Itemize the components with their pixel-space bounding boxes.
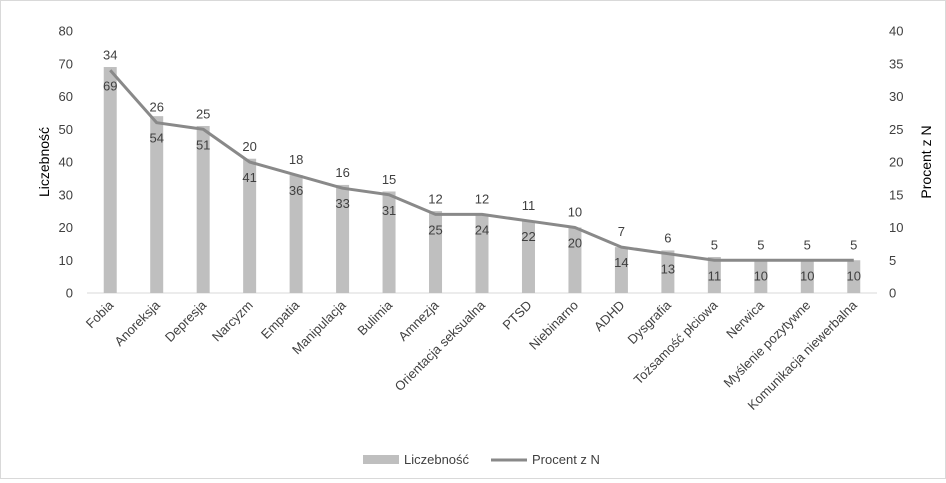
right-tick-label: 40 — [889, 24, 903, 39]
line-data-label: 7 — [618, 224, 625, 239]
line-data-label: 11 — [522, 198, 536, 213]
category-label: PTSD — [499, 298, 534, 333]
bar-data-label: 36 — [289, 183, 303, 198]
category-label: Anoreksja — [111, 297, 163, 349]
line-data-label: 6 — [664, 231, 671, 246]
line-data-label: 26 — [149, 100, 163, 115]
category-label: Bulimia — [354, 297, 395, 338]
right-axis-title: Procent z N — [918, 125, 934, 198]
left-tick-label: 30 — [59, 187, 73, 202]
bar — [196, 125, 210, 293]
bar — [800, 260, 814, 293]
bar — [429, 211, 443, 293]
bar-data-label: 33 — [335, 196, 349, 211]
right-tick-label: 20 — [889, 155, 903, 170]
left-tick-label: 40 — [59, 155, 73, 170]
bar — [336, 184, 350, 293]
line-data-label: 16 — [335, 165, 349, 180]
bar-data-label: 10 — [754, 268, 768, 283]
bar-data-label: 10 — [847, 268, 861, 283]
line-data-label: 34 — [103, 47, 117, 62]
bar-data-label: 13 — [661, 262, 675, 277]
bar-data-label: 24 — [475, 222, 489, 237]
bar-series — [103, 67, 861, 294]
line-data-labels: 34 26 25 20 18 16 15 12 12 11 10 7 6 5 5 5 5 — [103, 47, 857, 252]
bar — [707, 256, 721, 293]
bar-data-label: 22 — [521, 229, 535, 244]
line-data-label: 15 — [382, 172, 396, 187]
bar-data-label: 25 — [428, 222, 442, 237]
bar — [568, 227, 582, 293]
bar — [614, 247, 628, 293]
bar-data-label: 10 — [800, 268, 814, 283]
category-label: ADHD — [591, 298, 628, 335]
left-tick-label: 0 — [66, 286, 73, 301]
line-data-label: 10 — [568, 205, 582, 220]
right-tick-label: 30 — [889, 89, 903, 104]
bar-data-label: 69 — [103, 78, 117, 93]
bar-data-label: 54 — [149, 131, 163, 146]
bar — [289, 175, 303, 293]
legend-bar-label: Liczebność — [404, 452, 470, 467]
left-tick-label: 10 — [59, 253, 73, 268]
bar — [243, 158, 257, 293]
line-data-label: 5 — [757, 237, 764, 252]
line-data-label: 5 — [804, 237, 811, 252]
line-data-label: 12 — [428, 191, 442, 206]
bar-data-label: 41 — [242, 170, 256, 185]
bar — [661, 250, 675, 293]
legend-bar-swatch — [363, 455, 399, 464]
bar — [103, 67, 117, 294]
line-data-label: 5 — [711, 237, 718, 252]
category-label: Orientacja seksualna — [392, 297, 489, 394]
line-data-label: 12 — [475, 191, 489, 206]
left-tick-label: 80 — [59, 24, 73, 39]
left-tick-label: 70 — [59, 56, 73, 71]
legend: Liczebność Procent z N — [363, 452, 600, 467]
right-tick-label: 10 — [889, 220, 903, 235]
right-tick-label: 25 — [889, 122, 903, 137]
bar — [521, 220, 535, 293]
bar — [754, 260, 768, 293]
legend-line-label: Procent z N — [532, 452, 600, 467]
right-tick-label: 0 — [889, 286, 896, 301]
line-data-label: 25 — [196, 106, 210, 121]
line-data-label: 5 — [850, 237, 857, 252]
bar-data-label: 20 — [568, 236, 582, 251]
bar — [847, 260, 861, 293]
category-label: Nerwica — [723, 297, 767, 341]
right-tick-label: 15 — [889, 187, 903, 202]
bar-data-label: 14 — [614, 255, 628, 270]
left-tick-label: 20 — [59, 220, 73, 235]
bar-data-label: 31 — [382, 203, 396, 218]
left-tick-label: 60 — [59, 89, 73, 104]
category-label: Depresja — [162, 297, 210, 345]
category-label: Fobia — [83, 297, 117, 331]
category-label: Narcyzm — [209, 298, 256, 345]
left-axis-title: Liczebność — [36, 127, 52, 197]
category-label: Amnezja — [395, 297, 442, 344]
bar-data-label: 51 — [196, 137, 210, 152]
category-label: Empatia — [258, 297, 303, 342]
right-tick-label: 35 — [889, 56, 903, 71]
bar-data-labels: 69 54 51 41 36 33 31 25 24 22 20 14 13 11 10 10 10 — [103, 78, 861, 283]
bar — [150, 116, 164, 294]
line-data-label: 18 — [289, 152, 303, 167]
bar — [382, 191, 396, 293]
category-label: Niebinarno — [526, 298, 581, 353]
category-label: Tożsamość płciowa — [631, 297, 721, 387]
left-tick-label: 50 — [59, 122, 73, 137]
line-data-label: 20 — [242, 139, 256, 154]
left-axis-ticks: 0 10 20 30 40 50 60 70 80 — [59, 24, 73, 301]
category-label: Myślenie pozytywne — [721, 298, 814, 391]
right-axis-ticks: 0 5 10 15 20 25 30 35 40 — [889, 24, 903, 301]
bar — [475, 214, 489, 293]
line-series — [109, 69, 854, 262]
right-tick-label: 5 — [889, 253, 896, 268]
bar-data-label: 11 — [708, 268, 722, 283]
